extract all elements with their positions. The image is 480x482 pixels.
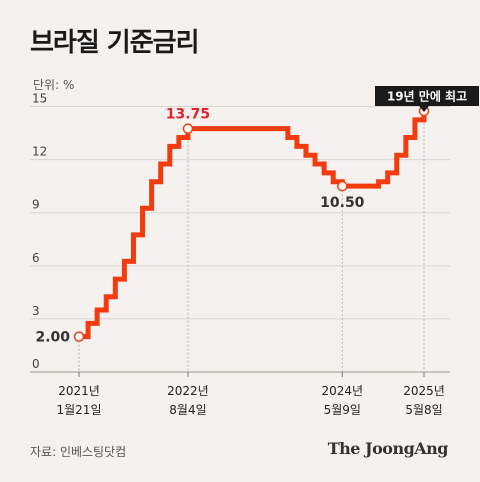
x-tick-year: 2025년 — [403, 384, 445, 398]
page-title: 브라질 기준금리 — [30, 28, 199, 58]
x-tick-date: 5월8일 — [405, 403, 442, 417]
data-point-marker — [182, 123, 194, 134]
x-tick-year: 2021년 — [58, 384, 100, 398]
y-tick-label: 6 — [32, 251, 40, 265]
x-tick-date: 1월21일 — [57, 403, 102, 417]
y-tick-label: 12 — [32, 145, 47, 159]
data-label: 10.50 — [320, 195, 365, 211]
rate-series-line — [79, 110, 427, 340]
y-tick-label: 15 — [32, 92, 47, 106]
x-tick-date: 5월9일 — [324, 403, 361, 417]
y-tick-label: 0 — [32, 357, 40, 371]
y-tick-label: 3 — [32, 304, 40, 318]
data-point-marker — [73, 331, 85, 342]
x-tick-year: 2022년 — [167, 384, 209, 398]
data-label: 2.00 — [35, 330, 70, 346]
unit-label: 단위: % — [33, 78, 75, 92]
data-point-marker — [337, 180, 348, 192]
data-label: 13.75 — [166, 107, 210, 123]
brand-logo: The JoongAng — [327, 439, 449, 458]
y-tick-label: 9 — [32, 198, 40, 212]
callout-pointer — [419, 106, 429, 112]
callout-box — [375, 86, 479, 106]
x-tick-date: 8월4일 — [169, 403, 206, 417]
x-tick-year: 2024년 — [321, 384, 363, 398]
source-label: 자료: 인베스팅닷컴 — [30, 445, 127, 459]
callout-text: 19년 만에 최고 — [387, 89, 467, 104]
